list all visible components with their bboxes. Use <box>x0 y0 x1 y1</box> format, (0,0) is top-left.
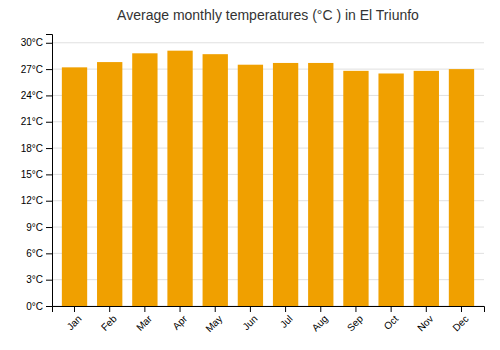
bar <box>378 73 403 306</box>
axis-line <box>46 35 53 307</box>
tick-label: Dec <box>450 313 470 333</box>
tick: 30°C <box>21 37 52 48</box>
bar <box>343 71 368 306</box>
grid-line <box>52 42 484 43</box>
tick: 3°C <box>26 274 52 285</box>
tick-mark <box>46 306 52 307</box>
bar <box>167 51 192 306</box>
tick-mark <box>46 95 52 96</box>
tick-label: 12°C <box>21 195 43 206</box>
bar <box>273 63 298 306</box>
tick: Oct <box>382 306 401 332</box>
chart: 0°C 3°C 6°C 9°C 12°C 15°C 18°C 21°C 24°C 27°C 30°C… <box>0 0 500 350</box>
tick-mark <box>355 306 356 312</box>
tick-label: 30°C <box>21 37 43 48</box>
tick-mark <box>285 306 286 312</box>
bar <box>97 62 122 306</box>
tick-label: 27°C <box>21 64 43 75</box>
tick: Dec <box>450 306 470 333</box>
tick-mark <box>250 306 251 312</box>
bar <box>203 54 228 306</box>
tick-mark <box>46 280 52 281</box>
bar <box>238 65 263 306</box>
bars <box>62 51 474 306</box>
tick: 24°C <box>21 90 52 101</box>
tick: Sep <box>345 306 366 333</box>
x-axis: Jan Feb Mar Apr May Jun Jul Aug Sep Oct Nov Dec <box>53 306 485 334</box>
tick-label: 9°C <box>26 222 43 233</box>
tick-label: 18°C <box>21 143 43 154</box>
tick-label: Jan <box>65 313 84 332</box>
tick-mark <box>46 253 52 254</box>
plot: 0°C 3°C 6°C 9°C 12°C 15°C 18°C 21°C 24°C 27°C 30°C… <box>21 35 485 335</box>
tick: Mar <box>134 306 154 333</box>
tick-label: Apr <box>170 313 189 332</box>
tick-mark <box>391 306 392 312</box>
grid <box>52 43 484 306</box>
bar <box>414 71 439 306</box>
tick-label: Jun <box>240 313 259 332</box>
tick-label: Nov <box>415 313 435 333</box>
tick: Jan <box>65 306 84 332</box>
tick-label: 6°C <box>26 248 43 259</box>
tick-label: Jul <box>278 313 295 330</box>
y-axis: 0°C 3°C 6°C 9°C 12°C 15°C 18°C 21°C 24°C 27°C 30°C <box>21 35 53 312</box>
tick-mark <box>46 148 52 149</box>
bar <box>132 53 157 306</box>
tick-mark <box>46 43 52 44</box>
tick-mark <box>46 174 52 175</box>
bar <box>308 63 333 306</box>
tick: Jul <box>278 306 295 330</box>
tick: Nov <box>415 306 435 333</box>
tick-label: 0°C <box>26 301 43 312</box>
tick-label: Aug <box>310 313 330 333</box>
tick-mark <box>320 306 321 312</box>
tick-label: 21°C <box>21 116 43 127</box>
tick-mark <box>74 306 75 312</box>
tick: 9°C <box>26 222 52 233</box>
tick-label: 15°C <box>21 169 43 180</box>
tick-label: 24°C <box>21 90 43 101</box>
tick-mark <box>426 306 427 312</box>
tick: Feb <box>99 306 119 333</box>
tick-mark <box>46 201 52 202</box>
tick-mark <box>109 306 110 312</box>
tick-mark <box>144 306 145 312</box>
tick: 21°C <box>21 116 52 127</box>
tick: Aug <box>310 306 330 333</box>
bar <box>449 69 474 306</box>
tick: 27°C <box>21 64 52 75</box>
tick: Apr <box>170 306 189 332</box>
tick-label: May <box>203 313 224 334</box>
tick-label: Mar <box>134 313 154 333</box>
tick-label: Feb <box>99 313 119 333</box>
tick-mark <box>461 306 462 312</box>
tick-mark <box>46 69 52 70</box>
tick: May <box>203 306 224 334</box>
bar <box>62 67 87 306</box>
tick-mark <box>46 122 52 123</box>
tick-mark <box>215 306 216 312</box>
tick-label: Oct <box>382 313 401 332</box>
tick: 18°C <box>21 143 52 154</box>
tick: 0°C <box>26 301 52 312</box>
tick-mark <box>46 227 52 228</box>
tick-mark <box>180 306 181 312</box>
tick: Jun <box>240 306 259 332</box>
axis-line <box>53 307 485 313</box>
tick: 15°C <box>21 169 52 180</box>
tick-label: Sep <box>345 313 366 334</box>
tick: 12°C <box>21 195 52 206</box>
tick-label: 3°C <box>26 274 43 285</box>
tick: 6°C <box>26 248 52 259</box>
title: Average monthly temperatures (°C ) in El… <box>117 7 419 23</box>
